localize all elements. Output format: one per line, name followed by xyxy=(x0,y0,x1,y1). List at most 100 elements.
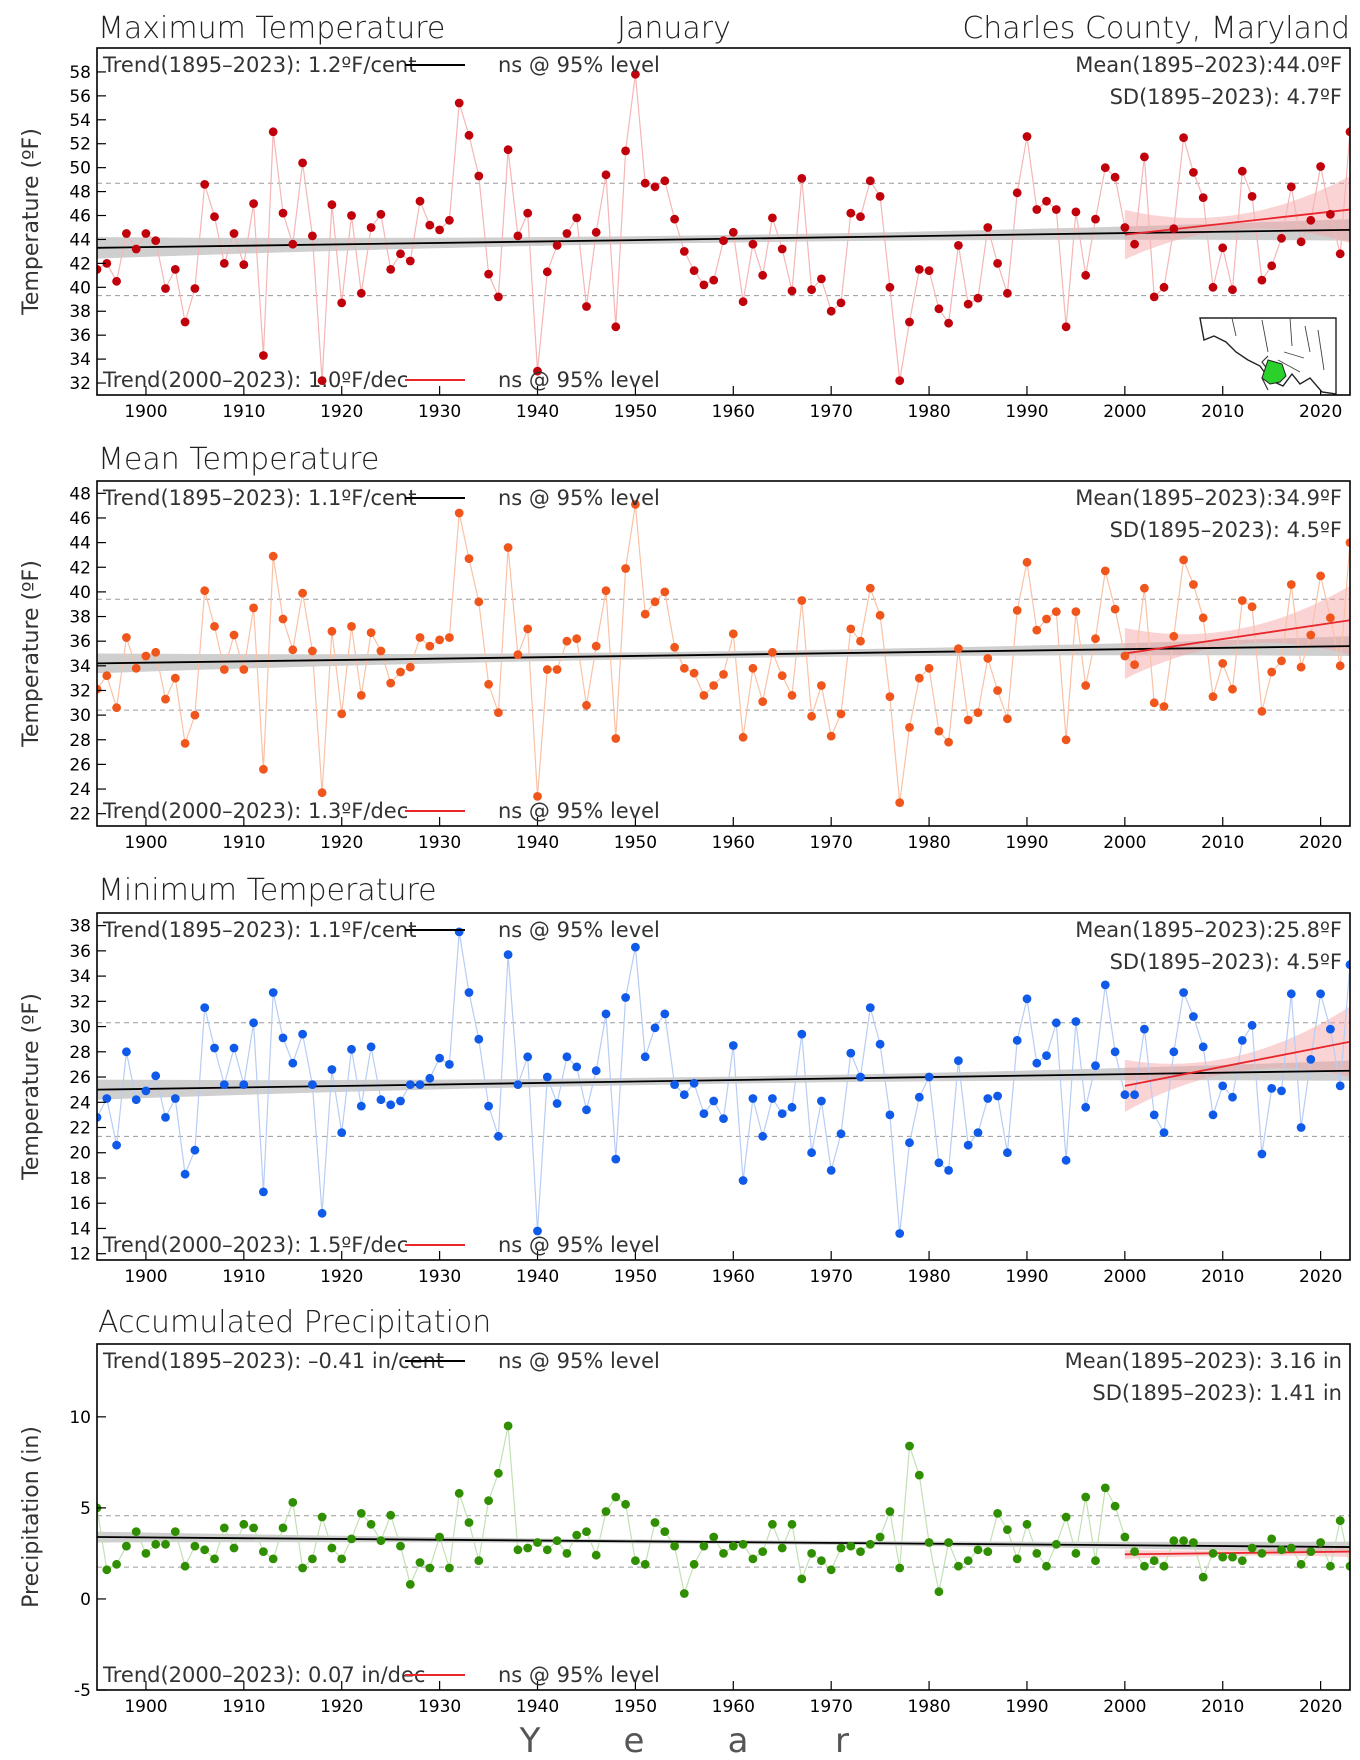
data-point xyxy=(1326,613,1335,623)
x-tick-label: 2020 xyxy=(1299,1697,1342,1717)
data-point xyxy=(895,1563,905,1573)
data-point xyxy=(1306,1547,1316,1556)
data-point xyxy=(102,1565,112,1575)
data-point xyxy=(621,1499,630,1509)
data-point xyxy=(405,1580,415,1589)
data-point xyxy=(190,1541,200,1551)
x-tick-label: 1910 xyxy=(222,402,265,422)
y-tick-label: 36 xyxy=(69,942,91,962)
data-point xyxy=(875,610,885,620)
y-tick-label: 48 xyxy=(69,484,91,504)
data-point xyxy=(582,302,591,311)
data-point xyxy=(1335,249,1345,259)
y-tick-label: 48 xyxy=(69,183,91,203)
data-point xyxy=(1140,1561,1149,1571)
data-point xyxy=(1326,209,1335,219)
trend-short-line xyxy=(1124,619,1350,655)
data-point xyxy=(523,624,533,634)
data-point xyxy=(425,641,435,651)
data-point xyxy=(386,1510,396,1520)
data-point xyxy=(748,663,758,673)
data-point xyxy=(1032,625,1042,635)
x-tick-label: 1930 xyxy=(418,833,461,853)
data-point xyxy=(631,942,640,952)
data-point xyxy=(836,709,846,719)
y-tick-label: 22 xyxy=(69,805,91,825)
data-point xyxy=(660,1009,670,1019)
data-point xyxy=(219,1080,229,1089)
data-point xyxy=(1228,1552,1237,1562)
x-tick-label: 1990 xyxy=(1005,402,1048,422)
data-point xyxy=(914,1092,924,1102)
data-point xyxy=(748,1094,758,1103)
data-point xyxy=(151,1071,161,1081)
data-point xyxy=(1277,1086,1286,1096)
data-point xyxy=(1140,583,1149,593)
data-point xyxy=(1110,1501,1120,1511)
data-point xyxy=(278,614,288,624)
y-tick-label: 46 xyxy=(69,207,91,227)
data-point xyxy=(161,694,170,704)
mean-text: Mean(1895–2023): 3.16 in xyxy=(1065,1349,1342,1373)
data-point xyxy=(1120,651,1130,661)
data-point xyxy=(640,609,650,619)
y-tick-label: 28 xyxy=(69,731,91,751)
data-point xyxy=(1296,1123,1306,1132)
data-point xyxy=(1277,233,1286,243)
x-tick-label: 2010 xyxy=(1201,833,1244,853)
data-point xyxy=(327,200,337,210)
data-point xyxy=(1042,1561,1051,1571)
data-point xyxy=(787,1102,797,1112)
data-point xyxy=(1003,714,1012,724)
data-point xyxy=(484,269,493,279)
data-point xyxy=(386,1100,396,1110)
data-point xyxy=(533,792,542,801)
data-point xyxy=(1257,1149,1267,1159)
data-point xyxy=(552,665,562,674)
data-point xyxy=(112,276,121,286)
data-point xyxy=(1081,270,1091,280)
y-tick-label: 5 xyxy=(80,1499,91,1519)
data-point xyxy=(572,213,582,223)
data-point xyxy=(709,1096,719,1106)
x-tick-label: 1930 xyxy=(418,1267,461,1287)
data-point xyxy=(1071,607,1081,616)
data-point xyxy=(601,170,611,180)
data-point xyxy=(885,692,895,701)
data-point xyxy=(817,681,826,690)
data-point xyxy=(1198,193,1208,203)
x-tick-label: 2010 xyxy=(1201,402,1244,422)
data-point xyxy=(454,927,464,937)
data-point xyxy=(445,1563,454,1573)
x-tick-label: 1970 xyxy=(810,402,853,422)
data-point xyxy=(523,1543,533,1553)
data-point xyxy=(337,1554,347,1564)
data-point xyxy=(513,1545,523,1555)
y-tick-label: 46 xyxy=(69,509,91,529)
x-tick-label: 1920 xyxy=(320,833,363,853)
data-point xyxy=(807,285,816,295)
data-point xyxy=(386,265,396,274)
data-point xyxy=(591,1550,601,1560)
data-point xyxy=(1169,1047,1179,1057)
data-point xyxy=(807,1549,816,1558)
trend-short-text: Trend(2000–2023): 1.3ºF/dec xyxy=(102,799,408,823)
data-point xyxy=(356,288,366,298)
data-point xyxy=(640,1559,650,1569)
data-point xyxy=(542,267,552,277)
data-point xyxy=(963,715,973,725)
data-point xyxy=(914,1470,924,1480)
data-point xyxy=(1140,152,1149,162)
data-point xyxy=(787,1519,797,1529)
data-point xyxy=(405,1080,415,1089)
plot-area xyxy=(97,1421,1350,1598)
trend-long-significance: ns @ 95% level xyxy=(498,1349,660,1373)
mean-text: Mean(1895–2023):44.0ºF xyxy=(1075,53,1342,77)
data-point xyxy=(1179,1536,1188,1546)
data-point xyxy=(562,1052,572,1062)
data-point xyxy=(298,158,307,168)
data-point xyxy=(699,1109,709,1118)
data-point xyxy=(122,1541,131,1551)
data-point xyxy=(533,366,542,376)
data-point xyxy=(1032,1058,1042,1068)
